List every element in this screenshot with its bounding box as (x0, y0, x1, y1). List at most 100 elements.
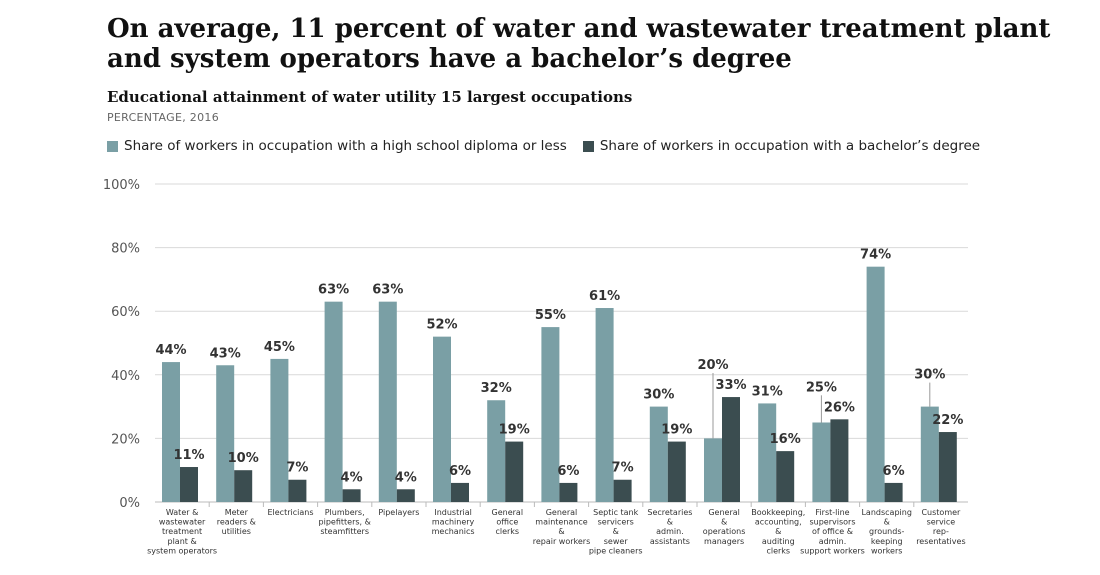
category-label: Septic tank (593, 508, 638, 517)
bar-high-school (541, 327, 560, 502)
category-label: readers & (217, 518, 256, 527)
category-label: supervisors (809, 518, 855, 527)
bar-bachelor (938, 432, 957, 502)
category-label: Industrial (434, 508, 472, 517)
category-label: Electricians (267, 508, 313, 517)
bar-bachelor (288, 479, 307, 502)
value-label-bachelor: 22% (932, 413, 963, 428)
bar-bachelor (613, 479, 632, 502)
value-label-high-school: 63% (318, 283, 349, 298)
value-label-bachelor: 16% (770, 432, 801, 447)
bar-high-school (216, 365, 235, 502)
bar-bachelor (884, 482, 903, 502)
category-label: keeping (871, 537, 903, 546)
category-label: machinery (432, 518, 475, 527)
category-label: auditing (762, 537, 795, 546)
legend-item-high-school: Share of workers in occupation with a hi… (107, 138, 567, 154)
value-label-bachelor: 4% (341, 470, 363, 485)
category-label: admin. (819, 537, 847, 546)
category-label: General (492, 508, 524, 517)
bar-high-school (324, 301, 343, 502)
category-label: First-line (815, 508, 849, 517)
category-label: workers (871, 546, 902, 555)
bar-high-school (270, 358, 289, 502)
value-label-high-school: 25% (806, 380, 837, 395)
category-label: Landscaping (861, 508, 911, 517)
y-tick-label: 60% (111, 305, 140, 320)
bar-bachelor (342, 489, 361, 502)
value-label-bachelor: 33% (715, 378, 746, 393)
y-tick-label: 40% (111, 369, 140, 384)
category-label: support workers (800, 546, 865, 555)
category-label: admin. (656, 527, 684, 536)
category-label: clerks (495, 527, 519, 536)
y-tick-label: 20% (111, 432, 140, 447)
y-tick-label: 100% (103, 178, 140, 193)
value-label-bachelor: 7% (612, 461, 634, 476)
bar-high-school (758, 403, 777, 502)
bar-bachelor (776, 451, 795, 502)
value-label-bachelor: 10% (228, 451, 259, 466)
bar-bachelor (451, 482, 469, 502)
category-label: General (708, 508, 740, 517)
value-label-high-school: 55% (535, 308, 566, 323)
category-label: wastewater (159, 518, 206, 527)
chart-note: PERCENTAGE, 2016 (107, 111, 219, 124)
category-label: maintenance (535, 518, 587, 527)
value-label-high-school: 30% (914, 368, 945, 383)
value-label-bachelor: 19% (661, 423, 692, 438)
bar-high-school (433, 336, 451, 502)
category-label: sewer (604, 537, 629, 546)
category-label: grounds- (869, 527, 904, 536)
category-label: Secretaries (647, 508, 692, 517)
bar-bachelor (180, 467, 198, 502)
value-label-bachelor: 7% (286, 461, 308, 476)
category-label: utilities (222, 527, 251, 536)
bar-high-school (378, 301, 397, 502)
value-label-high-school: 45% (264, 340, 295, 355)
value-label-high-school: 44% (155, 343, 186, 358)
category-label: steamfitters (320, 527, 369, 536)
value-label-high-school: 63% (372, 283, 403, 298)
value-label-high-school: 30% (643, 388, 674, 403)
category-label: servicers (598, 518, 634, 527)
legend: Share of workers in occupation with a hi… (107, 138, 996, 154)
category-label: Pipelayers (378, 508, 419, 517)
category-label: & (667, 518, 673, 527)
category-label: treatment (162, 527, 202, 536)
value-label-bachelor: 6% (449, 464, 471, 479)
value-label-bachelor: 11% (173, 448, 204, 463)
value-label-high-school: 61% (589, 289, 620, 304)
value-label-high-school: 32% (481, 381, 512, 396)
bar-bachelor (396, 489, 415, 502)
category-label: repair workers (533, 537, 591, 546)
legend-swatch-bachelor (582, 140, 594, 152)
legend-label-high-school: Share of workers in occupation with a hi… (124, 138, 567, 154)
value-label-bachelor: 6% (883, 464, 905, 479)
category-label: operations (703, 527, 746, 536)
bar-bachelor (667, 441, 686, 502)
bar-bachelor (234, 470, 253, 502)
legend-swatch-high-school (107, 140, 118, 152)
value-label-bachelor: 6% (557, 464, 579, 479)
category-label: mechanics (432, 527, 475, 536)
category-label: & (884, 518, 890, 527)
category-label: of office & (812, 527, 853, 536)
value-label-bachelor: 26% (824, 400, 855, 415)
legend-item-bachelor: Share of workers in occupation with a ba… (582, 138, 980, 154)
y-tick-label: 0% (119, 496, 140, 511)
category-label: Customer (921, 508, 961, 517)
category-label: & (558, 527, 564, 536)
value-label-high-school: 74% (860, 248, 891, 263)
bar-bachelor (559, 482, 578, 502)
category-label: accounting, (755, 518, 802, 527)
category-label: Plumbers, (325, 508, 365, 517)
value-label-high-school: 52% (426, 318, 457, 333)
category-label: & (613, 527, 619, 536)
value-label-high-school: 31% (752, 384, 783, 399)
category-label: pipefitters, & (319, 518, 371, 527)
category-label: assistants (650, 537, 690, 546)
category-label: Bookkeeping, (751, 508, 805, 517)
category-label: General (546, 508, 578, 517)
